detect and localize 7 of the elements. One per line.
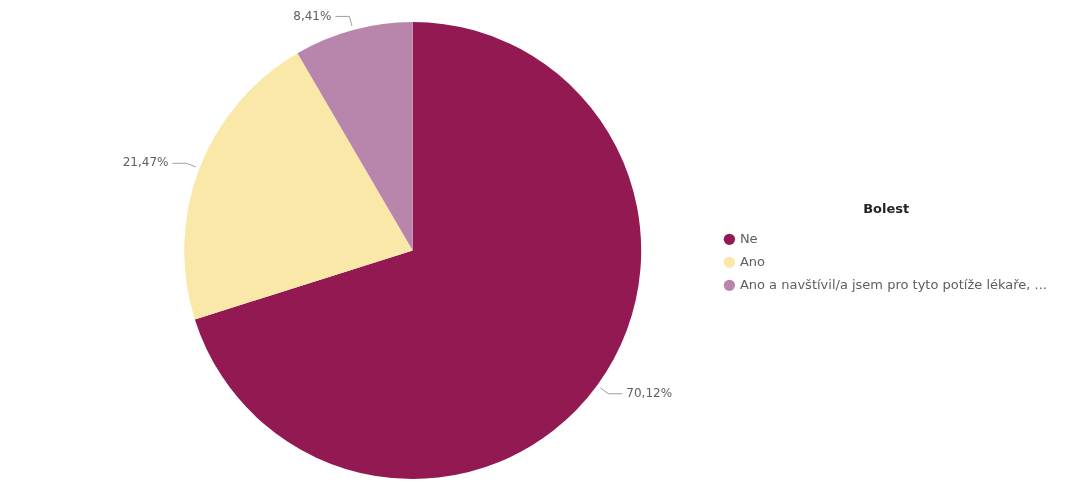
- legend-label: Ne: [739, 230, 758, 246]
- legend-label: Ano a navštívil/a jsem pro tyto potíže lékaře, ...: [739, 276, 1047, 292]
- data-label: 21,47%: [122, 155, 169, 170]
- legend-title: Bolest: [863, 201, 910, 217]
- data-label: 70,12%: [626, 385, 673, 400]
- data-label: 8,41%: [293, 8, 332, 23]
- legend-label: Ano: [739, 253, 766, 269]
